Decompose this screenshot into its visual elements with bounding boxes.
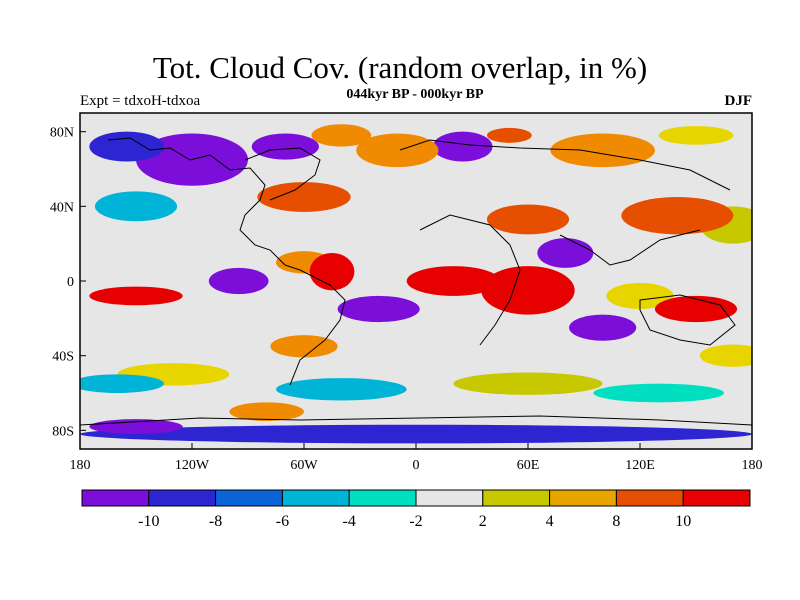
anomaly-patch [453,372,603,395]
x-tick-label: 120W [175,458,210,473]
anomaly-patch [89,286,183,306]
anomaly-patch [593,383,725,403]
anomaly-patch [251,133,319,160]
anomaly-patch [89,131,164,162]
anomaly-patch [481,266,575,315]
anomaly-patch [270,335,338,358]
colorbar-swatch [348,489,417,507]
colorbar-label: -4 [343,513,356,530]
anomaly-patch [432,131,493,162]
anomaly-patch [311,124,372,147]
colorbar-label: -2 [409,513,422,530]
x-tick-label: 0 [413,458,420,473]
anomaly-patch [658,126,734,145]
map-panel: 80N 40N 0 40S 80S 180 120W 60W 0 60E 120E 180 [50,112,763,473]
x-tick-label: 60E [517,458,540,473]
colorbar-swatch [81,489,150,507]
period-subtitle: 044kyr BP - 000kyr BP [346,87,484,102]
anomaly-patch [550,133,655,168]
anomaly-patch [537,238,594,268]
anomaly-patch [654,295,738,323]
x-tick-label: 180 [70,458,91,473]
anomaly-patch [80,374,164,393]
anomaly-patch [208,267,269,295]
x-tick-label: 180 [742,458,763,473]
anomaly-patch [276,378,407,401]
colorbar-label: 4 [546,513,554,530]
anomaly-patch [80,424,752,444]
y-tick-label: 40N [50,200,74,215]
anomaly-patch [621,197,734,235]
colorbar-swatch [215,489,283,507]
experiment-label: Expt = tdxoH-tdxoa [80,93,201,109]
colorbar-label: 10 [675,513,691,530]
longitude-axis: 180 120W 60W 0 60E 120E 180 [70,443,763,473]
y-tick-label: 40S [52,350,74,365]
colorbar-label: -10 [138,513,159,530]
y-tick-label: 80N [50,126,74,141]
x-tick-label: 60W [290,458,318,473]
chart-title: Tot. Cloud Cov. (random overlap, in %) [152,50,648,85]
season-label: DJF [724,93,753,109]
anomaly-patch [486,127,532,143]
anomaly-patch [257,182,351,212]
colorbar-label: 2 [479,513,487,530]
anomaly-patch [337,295,420,323]
anomaly-patch [569,314,637,341]
x-tick-label: 120E [625,458,655,473]
anomaly-patch [309,252,355,291]
coastlines [80,137,752,426]
y-tick-label: 0 [67,275,74,290]
anomaly-patch [356,133,439,168]
colorbar-swatch [281,489,350,507]
anomaly-patch [699,344,752,367]
colorbar-swatch [615,489,684,507]
anomaly-patch [606,282,674,309]
y-tick-label: 80S [52,424,74,439]
anomaly-patch [229,402,304,421]
colorbar-label: -6 [276,513,289,530]
anomaly-patch [94,191,178,222]
colorbar: -10 -8 -6 -4 -2 2 4 8 10 [81,489,751,530]
colorbar-swatch [549,489,617,507]
colorbar-swatch [415,489,484,507]
anomaly-patch [486,204,570,235]
colorbar-swatch [482,489,551,507]
colorbar-label: -8 [209,513,222,530]
colorbar-swatch [148,489,217,507]
anomaly-patch [406,266,501,296]
colorbar-label: 8 [612,513,620,530]
colorbar-swatch [682,489,751,507]
latitude-axis: 80N 40N 0 40S 80S [50,126,86,439]
